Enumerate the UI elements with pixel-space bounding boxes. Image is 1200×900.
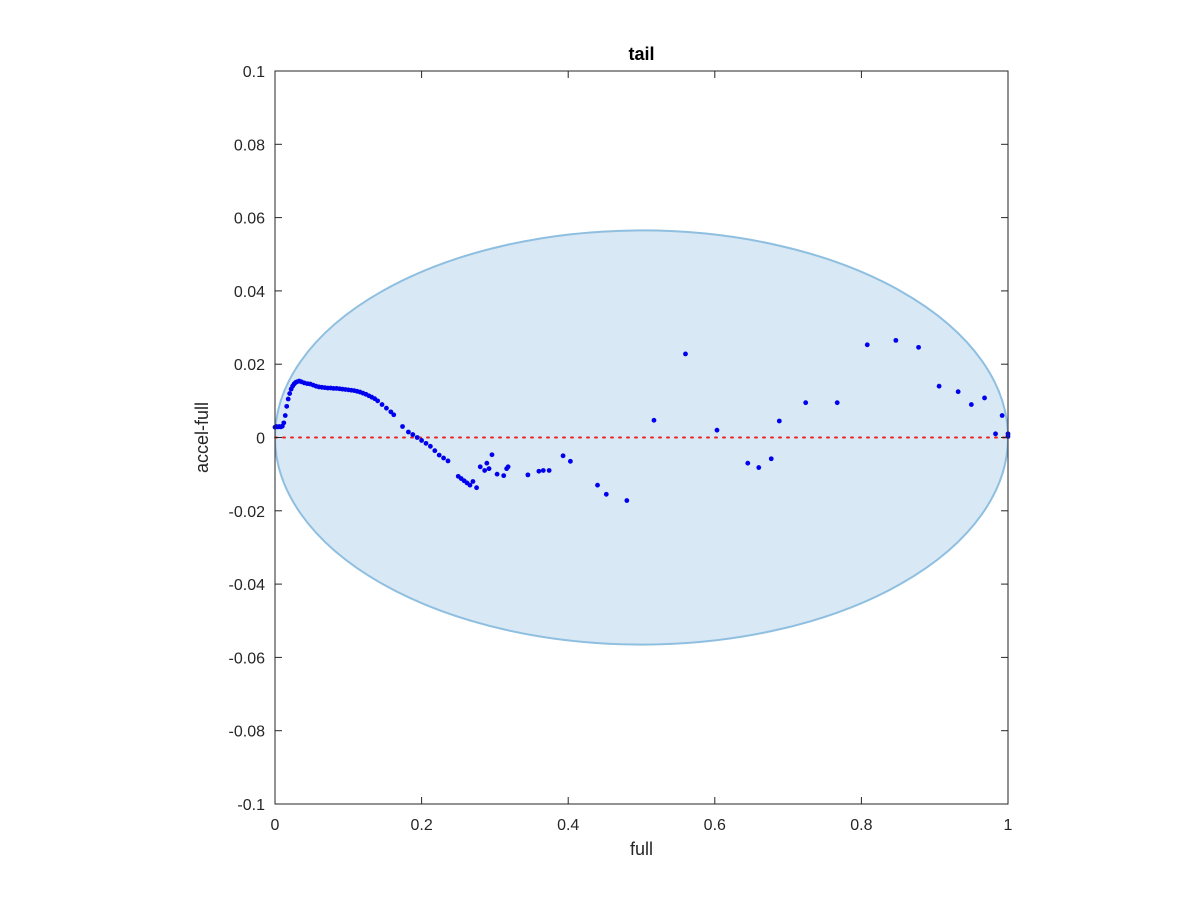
data-point [494,471,500,477]
data-point [505,464,511,470]
data-point [651,417,657,423]
data-point [427,443,433,449]
data-point [419,438,424,443]
data-point [477,464,483,470]
data-point [287,391,293,396]
data-point [281,420,287,426]
data-point [595,482,600,488]
x-tick-label: 0 [271,817,280,834]
data-point [284,403,290,409]
y-tick-label: -0.02 [229,504,266,521]
data-point [414,435,420,440]
data-point [391,412,397,418]
data-point [776,418,782,424]
data-point [714,427,720,433]
x-tick-label: 1 [1004,817,1013,834]
data-point [445,458,451,464]
y-tick-label: 0.04 [234,284,265,301]
data-point [999,413,1005,418]
data-point [388,409,394,415]
data-point [432,448,438,454]
y-tick-label: -0.08 [229,724,266,741]
data-point [803,400,809,406]
y-axis-label: accel-full [192,402,212,473]
data-point [384,405,389,411]
data-point [285,396,291,402]
data-point [993,431,998,437]
data-point [624,498,630,503]
chart-title: tail [628,44,654,64]
x-tick-label: 0.8 [850,817,872,834]
data-point [834,400,840,406]
data-point [560,453,566,459]
y-tick-label: -0.04 [229,577,266,594]
data-point [467,482,473,488]
data-point [683,351,688,357]
y-tick-label: -0.1 [237,797,265,814]
data-point [955,389,961,395]
data-point [470,479,476,484]
data-point [441,455,446,461]
data-point [567,458,573,464]
y-tick-label: 0.06 [234,211,265,228]
data-point [410,432,416,437]
x-tick-label: 0.4 [557,817,579,834]
data-point [489,452,495,458]
x-axis-label: full [630,839,653,859]
data-point [936,383,942,389]
x-tick-label: 0.2 [410,817,432,834]
data-point [501,473,507,479]
data-point [400,424,405,429]
data-point [768,456,774,462]
data-point [968,402,974,407]
y-tick-label: 0.1 [243,64,265,81]
y-tick-label: 0.08 [234,137,265,154]
data-point [486,466,492,472]
data-point [525,472,531,478]
data-point [482,468,488,473]
data-point [536,468,542,474]
data-point [756,465,762,470]
y-tick-label: 0.02 [234,357,265,374]
data-point [603,491,609,497]
data-point [864,342,870,348]
data-point [484,460,490,466]
data-point [916,344,921,350]
data-point [474,485,479,491]
data-point [540,468,546,473]
data-point [546,468,552,473]
data-point [982,395,987,401]
data-point [745,460,751,466]
data-point [423,440,429,446]
y-tick-label: 0 [256,431,265,448]
data-point [406,429,411,435]
data-point [893,337,899,343]
data-point [375,398,381,404]
y-tick-label: -0.06 [229,650,266,667]
data-point [436,452,442,458]
data-point [282,413,288,418]
confidence-ellipse [275,229,1008,646]
data-point [379,402,385,407]
x-tick-label: 0.6 [704,817,726,834]
